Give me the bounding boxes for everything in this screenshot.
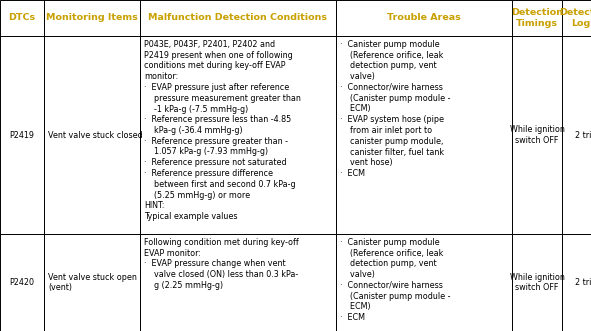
Text: Trouble Areas: Trouble Areas — [387, 14, 461, 23]
Bar — [0, 234, 44, 331]
Bar — [512, 36, 562, 234]
Text: DTCs: DTCs — [8, 14, 35, 23]
Bar — [44, 0, 140, 36]
Bar — [562, 0, 591, 36]
Text: Detection
Logic: Detection Logic — [560, 8, 591, 28]
Text: Vent valve stuck closed: Vent valve stuck closed — [48, 130, 143, 139]
Bar — [140, 36, 336, 234]
Text: While ignition
switch OFF: While ignition switch OFF — [509, 273, 564, 292]
Bar — [512, 0, 562, 36]
Text: While ignition
switch OFF: While ignition switch OFF — [509, 125, 564, 145]
Bar — [44, 36, 140, 234]
Bar — [336, 36, 512, 234]
Bar — [140, 234, 336, 331]
Bar — [336, 0, 512, 36]
Text: ·  Canister pump module
    (Reference orifice, leak
    detection pump, vent
  : · Canister pump module (Reference orific… — [340, 238, 450, 322]
Text: P2419: P2419 — [9, 130, 34, 139]
Bar — [140, 0, 336, 36]
Text: Following condition met during key-off
EVAP monitor:
·  EVAP pressure change whe: Following condition met during key-off E… — [144, 238, 298, 290]
Text: P2420: P2420 — [9, 278, 34, 287]
Bar — [562, 234, 591, 331]
Text: Monitoring Items: Monitoring Items — [46, 14, 138, 23]
Bar — [0, 36, 44, 234]
Text: P043E, P043F, P2401, P2402 and
P2419 present when one of following
conditions me: P043E, P043F, P2401, P2402 and P2419 pre… — [144, 40, 301, 221]
Text: ·  Canister pump module
    (Reference orifice, leak
    detection pump, vent
  : · Canister pump module (Reference orific… — [340, 40, 450, 178]
Bar — [562, 36, 591, 234]
Bar — [0, 0, 44, 36]
Bar — [512, 234, 562, 331]
Bar — [336, 234, 512, 331]
Text: 2 trip: 2 trip — [575, 278, 591, 287]
Text: 2 trip: 2 trip — [575, 130, 591, 139]
Text: Vent valve stuck open
(vent): Vent valve stuck open (vent) — [48, 273, 137, 292]
Text: Detection
Timings: Detection Timings — [511, 8, 563, 28]
Text: Malfunction Detection Conditions: Malfunction Detection Conditions — [148, 14, 327, 23]
Bar — [44, 234, 140, 331]
